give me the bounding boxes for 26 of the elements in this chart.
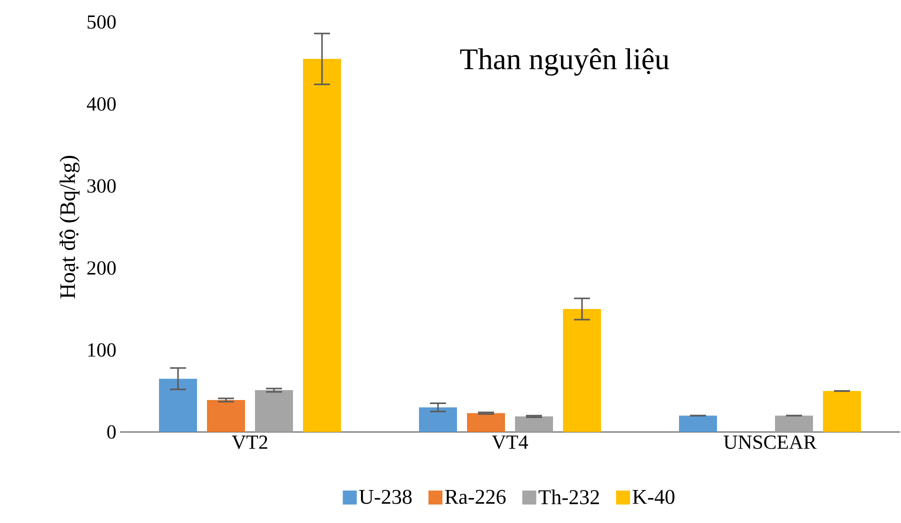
legend-label: Ra-226 [445,490,506,504]
x-tick-label: UNSCEAR [724,436,817,449]
bar [775,416,814,432]
bar [207,400,246,432]
bar [255,390,294,432]
bar [823,391,862,432]
y-tick-label: 500 [88,15,116,29]
x-tick-label: VT2 [232,436,268,450]
bar [303,58,342,432]
y-tick-label: 400 [86,97,116,111]
bar [679,416,718,432]
x-tick-label: VT4 [492,436,528,449]
bar [419,407,458,432]
text: Than nguyên liệu [460,48,670,76]
legend-label: U-238 [359,490,412,504]
bar [159,378,198,432]
bar [563,309,602,432]
y-tick-label: 100 [88,343,116,357]
y-tick-label: 200 [87,261,116,275]
y-axis-title: Hoạt độ (Bq/kg) [60,156,80,298]
legend-label: K-40 [632,490,674,504]
y-tick-label: 300 [87,179,116,193]
bar [467,413,506,432]
bar [515,416,554,432]
y-tick-label: 0 [107,425,116,439]
legend-label: Th-232 [538,490,599,504]
